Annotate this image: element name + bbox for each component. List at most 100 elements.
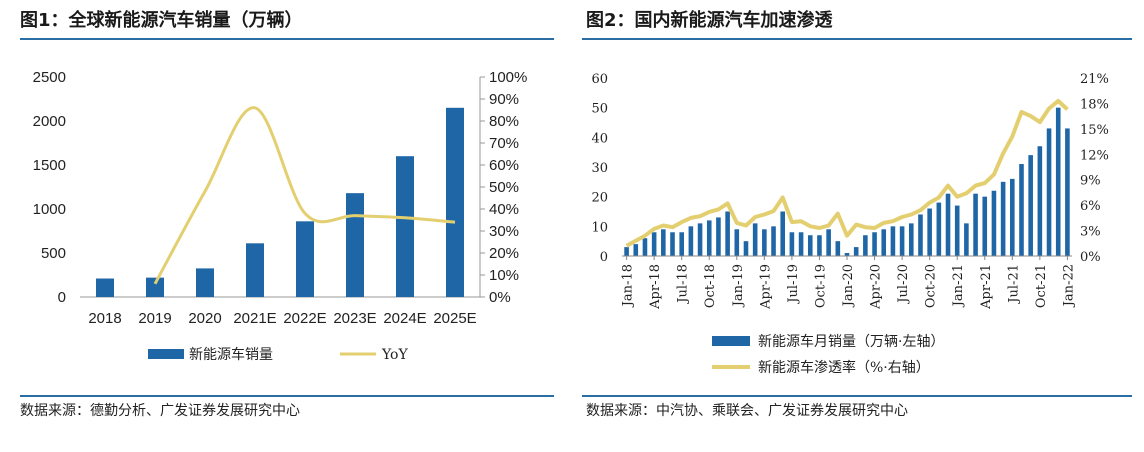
monthly-sales-bar xyxy=(817,235,822,256)
x-tick-label: Jan-18 xyxy=(621,264,636,308)
figure-2-bottom-rule xyxy=(582,395,1132,397)
monthly-sales-bar xyxy=(908,223,914,256)
monthly-sales-bar xyxy=(863,235,868,256)
monthly-sales-bar xyxy=(881,229,887,256)
monthly-sales-bar xyxy=(633,244,639,256)
y-left-tick-label: 20 xyxy=(591,191,608,206)
monthly-sales-bar xyxy=(991,190,997,256)
monthly-sales-bar xyxy=(716,217,721,256)
x-tick-label: Jul-21 xyxy=(1006,264,1021,305)
x-tick-label: Apr-21 xyxy=(979,264,994,310)
monthly-sales-bar xyxy=(752,223,758,256)
monthly-sales-bar xyxy=(651,232,657,256)
x-tick-label: Jul-20 xyxy=(896,264,911,305)
figure-1-panel: 图1：全球新能源汽车销量（万辆） 0 500 1000 1500 2000 2500 0% 1… xyxy=(0,0,562,452)
monthly-sales-bar xyxy=(973,193,978,256)
monthly-sales-bar xyxy=(844,253,850,256)
monthly-sales-bar xyxy=(1010,178,1015,256)
sales-bar xyxy=(146,277,164,297)
monthly-sales-bar xyxy=(798,232,804,256)
y-left-tick-label: 0 xyxy=(600,250,608,265)
x-tick-label: Jul-18 xyxy=(676,264,691,305)
y-right-tick-label: 0% xyxy=(489,289,511,306)
legend-bar-label: 新能源车月销量（万辆·左轴） xyxy=(758,333,944,350)
figure-2-top-rule xyxy=(582,38,1132,40)
monthly-sales-bar xyxy=(835,241,841,256)
x-tick-label: Jan-19 xyxy=(731,264,746,308)
y-left-tick-label: 40 xyxy=(591,131,608,146)
monthly-sales-bar xyxy=(899,226,905,256)
y-left-tick-label: 1000 xyxy=(33,201,66,218)
y-left-tick-label: 10 xyxy=(591,220,608,235)
y-right-tick-label: 21% xyxy=(1080,72,1109,87)
x-tick-label: Apr-18 xyxy=(648,264,663,310)
x-tick-label: Oct-19 xyxy=(813,264,828,308)
y-left-tick-label: 30 xyxy=(591,161,608,176)
legend-line-label: YoY xyxy=(381,347,408,363)
y-right-tick-label: 50% xyxy=(489,179,519,196)
legend-bar-swatch xyxy=(712,336,750,346)
monthly-sales-bar xyxy=(771,226,776,256)
penetration-line xyxy=(625,98,1069,248)
y-right-tick-label: 80% xyxy=(489,113,519,130)
monthly-sales-bar xyxy=(1000,181,1006,256)
yoy-line xyxy=(153,106,456,285)
monthly-sales-bar xyxy=(954,205,960,256)
monthly-sales-bar xyxy=(853,247,859,256)
x-tick-label: 2020 xyxy=(188,310,221,327)
monthly-sales-bar xyxy=(807,235,813,256)
y-right-tick-label: 0% xyxy=(1080,250,1101,265)
monthly-sales-bar xyxy=(661,229,666,256)
monthly-sales-bar xyxy=(762,229,767,256)
x-tick-label: Apr-20 xyxy=(869,264,884,310)
y-right-tick-label: 3% xyxy=(1080,225,1101,240)
x-tick-label: 2019 xyxy=(138,310,171,327)
y-right-tick-label: 10% xyxy=(489,267,519,284)
monthly-sales-bar xyxy=(1065,128,1070,256)
figure-2-title: 图2：国内新能源汽车加速渗透 xyxy=(586,10,833,31)
monthly-sales-bar xyxy=(780,211,786,256)
legend-line-label: 新能源车渗透率（%·右轴） xyxy=(758,359,930,376)
y-right-tick-label: 9% xyxy=(1080,174,1101,189)
legend-bar-label: 新能源车销量 xyxy=(189,346,273,363)
monthly-sales-bar xyxy=(936,202,942,256)
monthly-sales-bar xyxy=(725,211,730,256)
monthly-sales-bar xyxy=(1028,155,1033,256)
monthly-sales-bar xyxy=(964,223,969,256)
sales-bar xyxy=(396,156,414,297)
monthly-sales-bar xyxy=(734,229,740,256)
monthly-sales-bar xyxy=(789,232,795,256)
x-tick-label: 2025E xyxy=(433,310,476,327)
y-right-tick-label: 60% xyxy=(489,157,519,174)
y-right-tick-label: 18% xyxy=(1080,97,1109,112)
global-nev-sales-chart: 0 500 1000 1500 2000 2500 0% 10% 20% 30% 40% 50% 60%… xyxy=(33,69,528,363)
x-tick-label: Jan-20 xyxy=(841,264,856,308)
sales-bar xyxy=(246,243,264,297)
figure-2-source: 数据来源：中汽协、乘联会、广发证券发展研究中心 xyxy=(586,403,908,419)
monthly-sales-bar xyxy=(688,226,694,256)
x-tick-label: Jan-22 xyxy=(1061,264,1076,308)
y-right-tick-label: 100% xyxy=(489,69,527,86)
monthly-sales-bar xyxy=(927,208,932,256)
y-left-tick-label: 60 xyxy=(591,72,608,87)
x-tick-label: Oct-21 xyxy=(1034,264,1049,308)
y-right-tick-label: 70% xyxy=(489,135,519,152)
china-nev-penetration-chart: 0 10 20 30 40 50 60 0% 3% 6% 9% 12% 15% 18% 21% Jan-18 A… xyxy=(591,72,1109,376)
y-right-tick-label: 20% xyxy=(489,245,519,262)
x-tick-label: Oct-20 xyxy=(924,264,939,308)
figure-1-source: 数据来源：德勤分析、广发证券发展研究中心 xyxy=(20,403,300,419)
sales-bar xyxy=(96,278,114,297)
y-right-tick-label: 40% xyxy=(489,201,519,218)
y-left-tick-label: 50 xyxy=(591,102,608,117)
x-tick-label: 2018 xyxy=(88,310,121,327)
monthly-sales-bar xyxy=(1019,164,1024,256)
monthly-sales-bar xyxy=(1037,146,1043,256)
figure-2-panel: 图2：国内新能源汽车加速渗透 0 10 20 30 40 50 60 0% 3% 6% 9% 12% 1… xyxy=(572,0,1144,452)
x-tick-label: Jan-21 xyxy=(951,264,966,308)
monthly-sales-bar xyxy=(706,220,712,256)
monthly-sales-bar xyxy=(679,232,684,256)
y-right-tick-label: 30% xyxy=(489,223,519,240)
monthly-sales-bar xyxy=(945,193,951,256)
monthly-sales-bar xyxy=(826,229,831,256)
x-tick-label: 2024E xyxy=(383,310,426,327)
